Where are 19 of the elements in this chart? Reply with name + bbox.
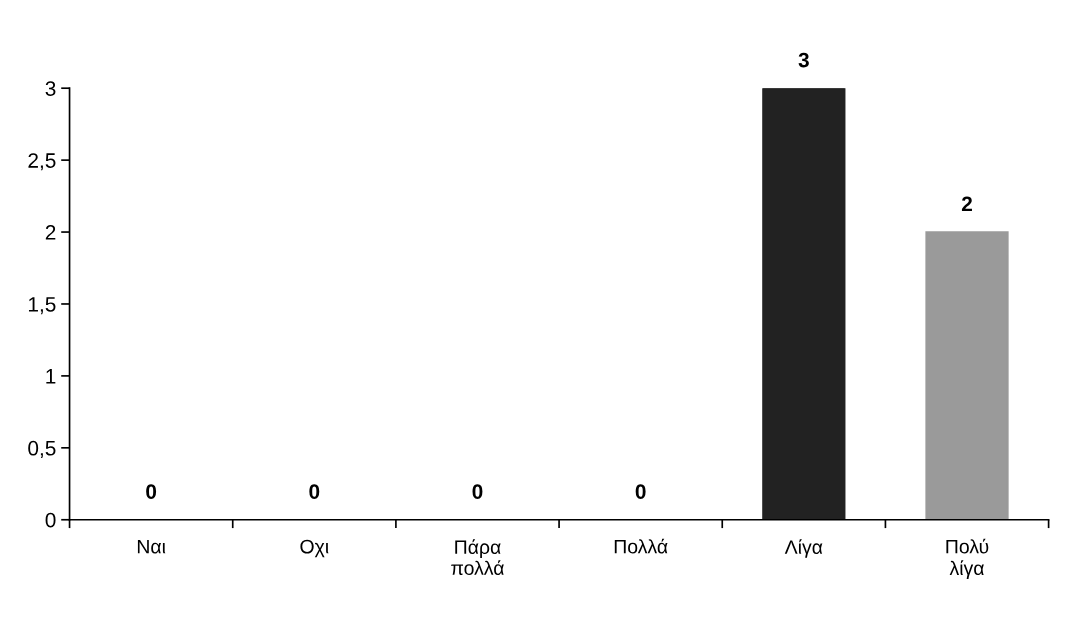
y-tick-label: 0 <box>45 512 56 528</box>
y-tick-label: 1 <box>46 369 56 384</box>
y-tick-label: 2,5 <box>28 153 56 171</box>
data-label: 2 <box>961 196 972 212</box>
x-tick-label: Λίγα <box>784 539 823 558</box>
x-tick-label: Πάρα πολλά <box>451 539 504 575</box>
y-tick-label: 3 <box>45 81 56 96</box>
x-tick-label: Οχι <box>300 539 329 558</box>
data-label: 0 <box>635 484 646 499</box>
data-label: 0 <box>146 484 157 499</box>
x-tick-label: Ναι <box>137 539 166 554</box>
y-tick-label: 0,5 <box>28 440 56 459</box>
x-tick-label: Πολύ λίγα <box>946 538 989 579</box>
data-label: 0 <box>309 484 320 499</box>
x-tick-label: Πολλά <box>614 538 668 554</box>
data-label: 3 <box>798 52 809 68</box>
y-tick-label: 2 <box>45 225 56 240</box>
data-label: 0 <box>472 484 483 499</box>
y-tick-label: 1,5 <box>28 297 56 315</box>
